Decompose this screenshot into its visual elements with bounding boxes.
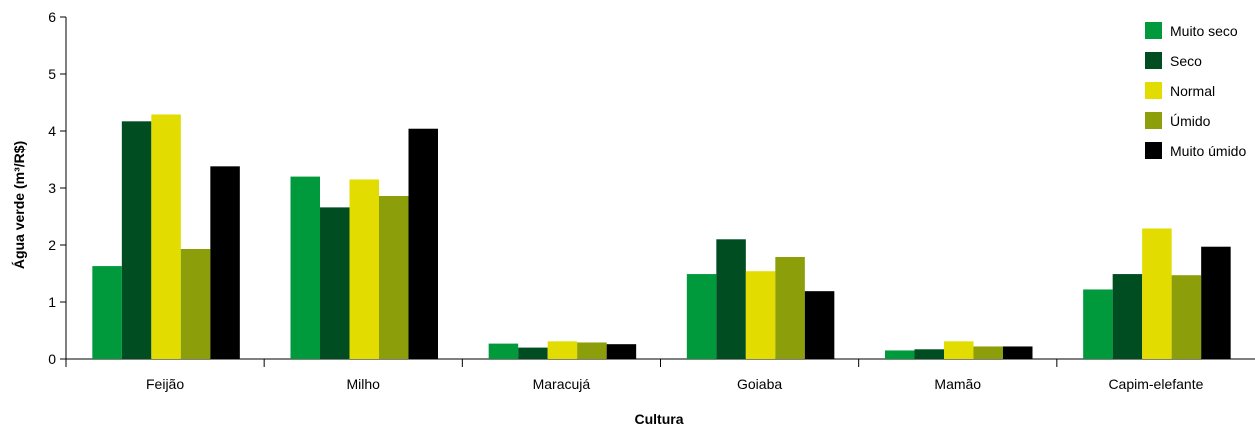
bar	[547, 341, 578, 359]
x-tick-label: Goiaba	[737, 376, 782, 392]
legend-label: Úmido	[1170, 113, 1211, 129]
bar	[745, 271, 776, 359]
bar	[92, 266, 122, 359]
bar	[349, 179, 379, 359]
legend-swatch	[1145, 82, 1162, 99]
x-tick-label: Milho	[347, 376, 381, 392]
x-tick-label: Feijão	[146, 376, 184, 392]
bar	[775, 256, 805, 359]
bar	[379, 195, 409, 359]
bar	[1171, 275, 1202, 359]
bar	[320, 207, 350, 359]
legend-label: Seco	[1170, 53, 1202, 69]
axes: 0 1 2 3 4 5 6 Feijão Milho Maracujá Goiaba Mamão Cap…	[48, 9, 1255, 392]
legend-swatch	[1145, 22, 1162, 39]
y-tick-label: 3	[48, 180, 56, 196]
bar	[121, 121, 152, 359]
y-tick-label: 2	[48, 237, 56, 253]
y-tick-label: 4	[48, 123, 56, 139]
x-tick-label: Maracujá	[533, 376, 591, 392]
legend-swatch	[1145, 112, 1162, 129]
bar	[944, 341, 974, 359]
bar	[716, 239, 746, 359]
x-tick-label: Mamão	[934, 376, 981, 392]
bar	[180, 248, 211, 359]
bar	[686, 274, 717, 359]
y-tick-label: 5	[48, 66, 56, 82]
bar	[408, 128, 438, 359]
bar	[1112, 274, 1143, 359]
bar	[885, 350, 915, 359]
bar	[488, 343, 519, 359]
bar	[1003, 346, 1033, 359]
x-tick-label: Capim-elefante	[1108, 376, 1203, 392]
bar	[518, 347, 548, 359]
legend-label: Muito seco	[1170, 23, 1238, 39]
bar	[973, 346, 1003, 359]
bar	[577, 342, 607, 359]
bar	[151, 114, 181, 359]
x-axis-title: Cultura	[635, 411, 684, 425]
legend-label: Muito úmido	[1170, 143, 1246, 159]
bars	[92, 114, 1231, 359]
legend: Muito seco Seco Normal Úmido Muito úmido	[1145, 22, 1246, 159]
legend-swatch	[1145, 142, 1162, 159]
bar	[804, 291, 835, 359]
bar	[1142, 228, 1172, 359]
y-tick-label: 6	[48, 9, 56, 25]
bar	[1083, 289, 1113, 359]
bar	[914, 349, 944, 359]
bar	[1201, 246, 1231, 359]
y-tick-label: 0	[48, 351, 56, 367]
y-axis-title: Água verde (m³/R$)	[11, 141, 27, 269]
bar	[210, 166, 240, 359]
legend-swatch	[1145, 52, 1162, 69]
y-tick-label: 1	[48, 294, 56, 310]
legend-label: Normal	[1170, 83, 1215, 99]
bar	[290, 176, 320, 359]
bar	[606, 344, 637, 359]
